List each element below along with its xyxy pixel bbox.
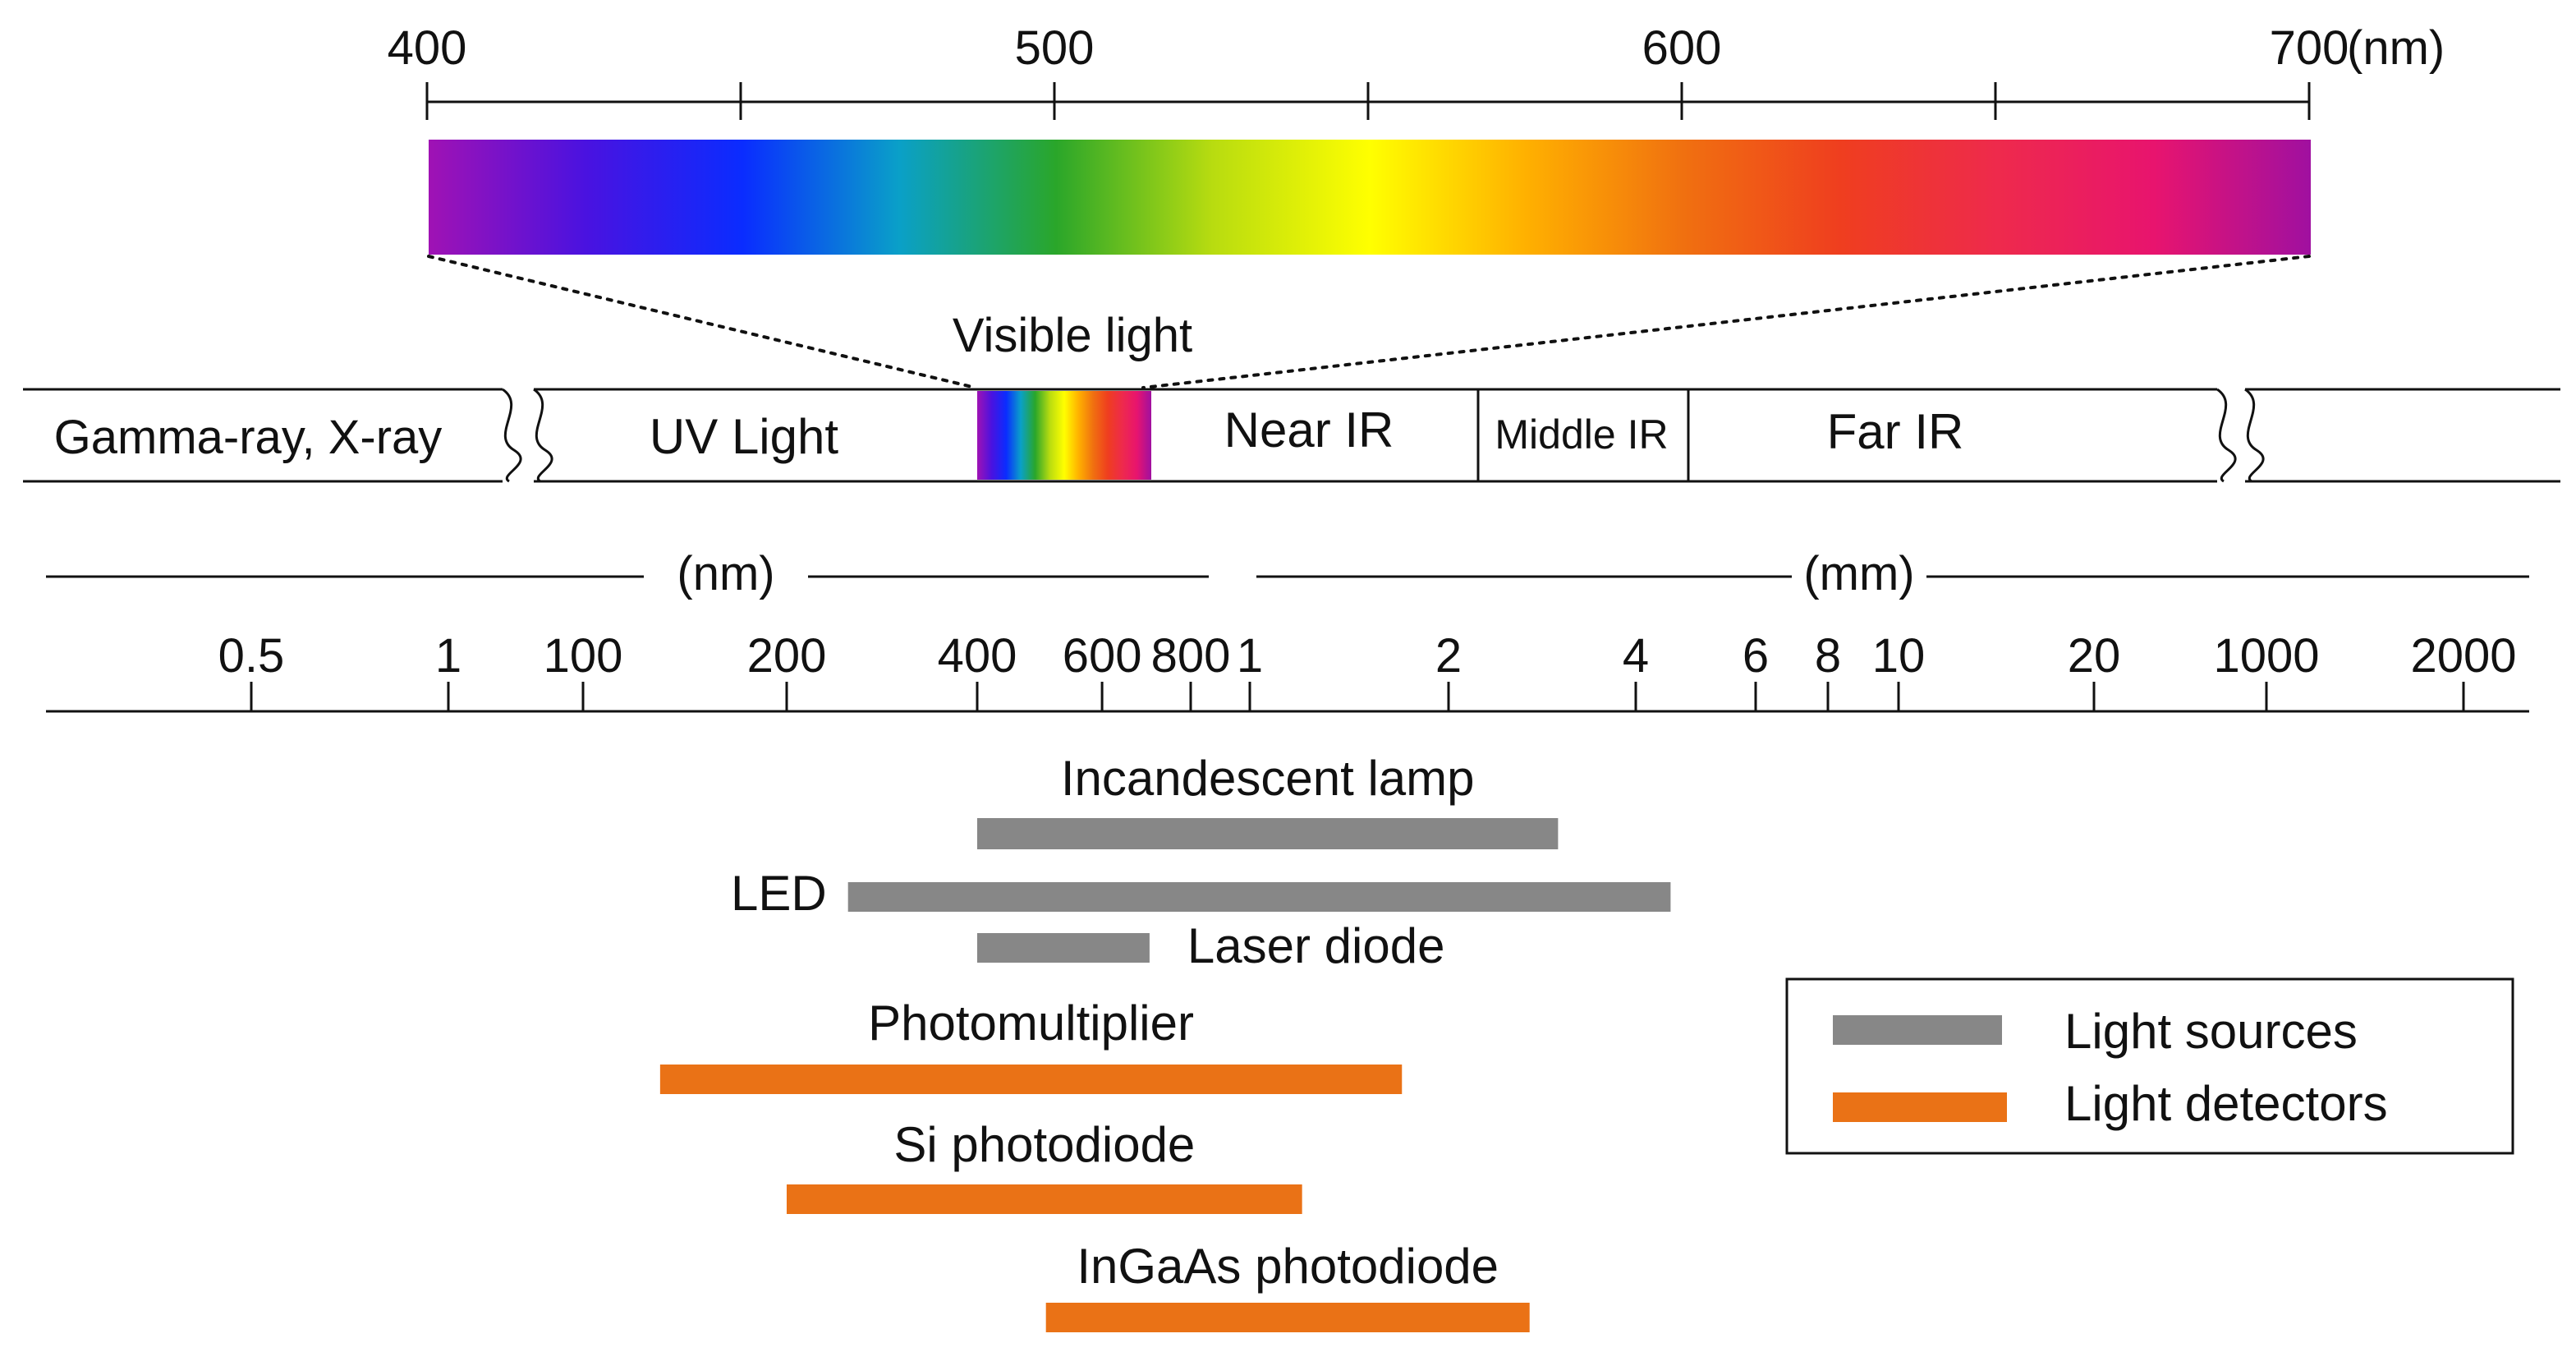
wavelength-tick-label: 600 [1063, 629, 1142, 683]
mm-unit-label: (mm) [1803, 547, 1914, 600]
range-label-photomultiplier: Photomultiplier [868, 996, 1194, 1051]
range-label-laser-diode: Laser diode [1187, 918, 1445, 973]
wavelength-tick-label: 10 [1872, 629, 1926, 683]
visible-spectrum-bar [429, 140, 2311, 255]
range-label-led: LED [731, 866, 827, 921]
visible-ticks: 400 500 600 700 [388, 21, 2349, 120]
visible-scale: 400 500 600 700 (nm) [388, 21, 2445, 255]
legend: Light sources Light detectors [1785, 977, 2514, 1155]
wavelength-tick-label: 1000 [2213, 629, 2319, 683]
visible-tick-label: 400 [388, 21, 467, 75]
band-near-ir: Near IR [1224, 402, 1394, 458]
band-gamma-xray: Gamma-ray, X-ray [54, 411, 443, 464]
wavelength-tick-label: 1 [1237, 629, 1263, 683]
band-middle-ir: Middle IR [1495, 412, 1668, 458]
visible-tick-label: 600 [1642, 21, 1722, 75]
wavelength-tick-label: 0.5 [218, 629, 285, 683]
wavelength-tick-label: 100 [544, 629, 623, 683]
wavelength-tick-label: 800 [1151, 629, 1231, 683]
wavelength-tick-label: 200 [747, 629, 827, 683]
range-bar-ingaas-photodiode [1045, 1303, 1530, 1332]
range-bar-led [847, 882, 1671, 912]
visible-band-swatch [977, 391, 1151, 480]
range-bar-incandescent-lamp [977, 818, 1559, 849]
wavelength-tick-label: 8 [1815, 629, 1841, 683]
range-label-incandescent-lamp: Incandescent lamp [1061, 751, 1475, 806]
wavelength-tick-label: 400 [938, 629, 1017, 683]
range-bars: Incandescent lamp LED Laser diode Photomult… [659, 751, 1671, 1332]
range-bar-photomultiplier [659, 1065, 1403, 1094]
wavelength-tick-label: 1 [435, 629, 461, 683]
nm-unit-label: (nm) [677, 547, 774, 600]
range-bar-si-photodiode [787, 1184, 1302, 1214]
legend-swatch-detectors [1833, 1092, 2007, 1122]
visible-unit-label: (nm) [2347, 21, 2445, 75]
wavelength-tick-label: 4 [1623, 629, 1649, 683]
zoom-line-right [1141, 255, 2311, 389]
visible-light-label: Visible light [953, 309, 1192, 362]
visible-tick-label: 700 [2270, 21, 2349, 75]
wavelength-tick-label: 6 [1743, 629, 1769, 683]
legend-label-detectors: Light detectors [2064, 1076, 2388, 1131]
legend-label-sources: Light sources [2064, 1004, 2358, 1059]
legend-swatch-sources [1833, 1015, 2002, 1045]
wavelength-ticks: 0.5 1 100 200 400 600 800 1 2 4 6 8 10 20 1000 2000 [218, 629, 2517, 711]
range-bar-laser-diode [977, 933, 1150, 963]
wavelength-tick-label: 2 [1435, 629, 1462, 683]
visible-tick-label: 500 [1015, 21, 1095, 75]
zoom-line-left [427, 255, 977, 389]
legend-box [1785, 977, 2514, 1155]
band-far-ir: Far IR [1827, 404, 1964, 459]
band-uv: UV Light [650, 409, 838, 464]
band-row [23, 388, 2560, 483]
wavelength-tick-label: 2000 [2410, 629, 2516, 683]
wavelength-tick-label: 20 [2068, 629, 2121, 683]
range-label-ingaas-photodiode: InGaAs photodiode [1077, 1239, 1499, 1294]
range-label-si-photodiode: Si photodiode [893, 1117, 1195, 1172]
